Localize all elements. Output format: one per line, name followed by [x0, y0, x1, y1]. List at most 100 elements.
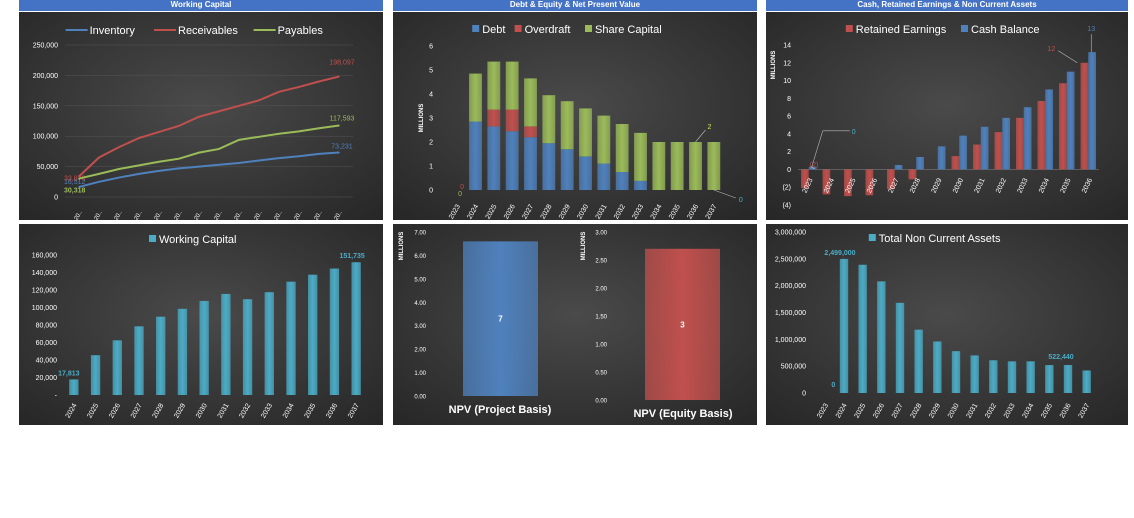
chart-cash-retained: (4) (2) 0 2 4 6 8 10 12 14 MILLIONS Retained Earnin… [766, 12, 1128, 220]
bar-non-current-assets [951, 351, 961, 393]
bar-cash-balance [980, 126, 989, 170]
bar-working-capital [156, 316, 166, 395]
data-point [238, 105, 240, 107]
data-point [98, 173, 100, 175]
bar-cash-balance [937, 146, 946, 170]
legend-label: Working Capital [159, 234, 236, 246]
data-point [78, 177, 80, 180]
bar-non-current-assets [858, 264, 867, 393]
y-tick-label: 6.00 [414, 254, 426, 260]
series-line-payables [78, 124, 340, 180]
chart-nca: 0 500,000 1,000,000 1,500,000 2,000,000 2,500… [766, 224, 1128, 425]
legend-swatch [585, 25, 592, 32]
y-tick-label: 0 [802, 391, 806, 398]
x-tick-label: 20.. [114, 210, 124, 220]
data-point [218, 163, 220, 166]
legend-label: Share Capital [595, 24, 662, 36]
bar-retained-earnings [844, 169, 852, 197]
data-label: 0 [460, 184, 464, 191]
y-tick-label: 1.00 [595, 343, 607, 349]
legend-swatch [514, 25, 522, 32]
bar-share-capital [487, 61, 501, 110]
y-tick-label: 14 [783, 43, 791, 50]
data-label: 13 [1087, 26, 1095, 33]
legend-label: Overdraft [525, 24, 571, 36]
legend-label: Cash Balance [971, 24, 1040, 36]
y-tick-label: 60,000 [36, 340, 58, 347]
data-point [138, 173, 140, 175]
data-point [318, 80, 320, 83]
y-tick-label: 2.50 [595, 259, 607, 265]
data-point [158, 131, 160, 133]
x-tick-label: 20.. [154, 210, 164, 220]
bar-cash-balance [959, 135, 967, 170]
bar-cash-balance [808, 166, 817, 170]
bar-non-current-assets [1063, 364, 1073, 393]
x-tick-label: 20.. [74, 210, 84, 220]
bar-working-capital [264, 292, 274, 395]
data-point [338, 124, 340, 127]
data-label: 151,735 [339, 253, 364, 260]
data-label: 2,499,000 [824, 250, 855, 257]
data-point [118, 146, 120, 148]
bar-share-capital [707, 142, 721, 190]
bar-cash-balance [894, 165, 903, 170]
bar-non-current-assets [933, 341, 942, 393]
y-tick-label: 4 [787, 131, 791, 138]
bar-non-current-assets [1007, 361, 1017, 393]
data-point [218, 110, 220, 113]
bar-npv [463, 241, 538, 396]
bar-cash-balance [1045, 89, 1053, 170]
x-tick-label: 20.. [294, 210, 304, 220]
bar-debt [615, 172, 629, 190]
bar-retained-earnings [994, 132, 1003, 170]
y-tick-label: 200,000 [33, 73, 58, 80]
data-point [278, 157, 280, 159]
chart-debt-equity: 0 1 2 3 4 5 6 MILLIONS Debt Overdraft Share Capita… [393, 12, 757, 220]
chart-background [393, 12, 757, 220]
y-tick-label: 100,000 [32, 305, 57, 312]
leader-line [810, 166, 815, 170]
data-point [298, 130, 300, 133]
y-tick-label: 2 [429, 140, 433, 147]
bar-non-current-assets [970, 355, 979, 393]
bar-debt [560, 149, 574, 190]
data-label: 30,318 [64, 188, 86, 195]
bar-share-capital [634, 132, 647, 181]
bar-share-capital [615, 124, 629, 172]
x-tick-label: 20.. [274, 210, 284, 220]
data-point [138, 164, 140, 167]
bar-retained-earnings [908, 169, 917, 180]
bar-overdraft [505, 109, 519, 132]
bar-non-current-assets [1045, 365, 1054, 393]
bar-retained-earnings [1080, 62, 1089, 170]
data-label: 0 [739, 197, 743, 204]
chart-background [766, 224, 1128, 425]
y-tick-label: 5.00 [414, 277, 426, 283]
data-point [258, 136, 260, 138]
y-tick-label: 160,000 [32, 253, 57, 260]
bar-working-capital [308, 274, 318, 395]
bar-working-capital [134, 326, 144, 395]
y-axis-label: MILLIONS [399, 232, 405, 261]
data-point [318, 127, 320, 130]
bar-debt [634, 180, 647, 190]
bar-non-current-assets [1026, 361, 1035, 393]
leader-line [713, 189, 736, 199]
data-label: 16,512 [64, 179, 86, 186]
y-tick-label: 1,500,000 [775, 310, 806, 317]
y-tick-label: 2.00 [595, 287, 607, 293]
legend-label: Receivables [178, 25, 238, 37]
data-label: 522,440 [1048, 354, 1073, 361]
x-tick-label: 20.. [174, 210, 184, 220]
data-point [338, 75, 340, 78]
data-point [98, 181, 100, 183]
bar-cash-balance [1066, 71, 1075, 170]
x-tick-label: 20.. [314, 210, 324, 220]
data-label: 0 [831, 382, 835, 389]
bar-retained-earnings [801, 169, 809, 189]
data-point [238, 162, 240, 164]
header-working-capital: Working Capital [19, 0, 383, 11]
data-point [198, 115, 200, 118]
data-point [118, 176, 120, 179]
